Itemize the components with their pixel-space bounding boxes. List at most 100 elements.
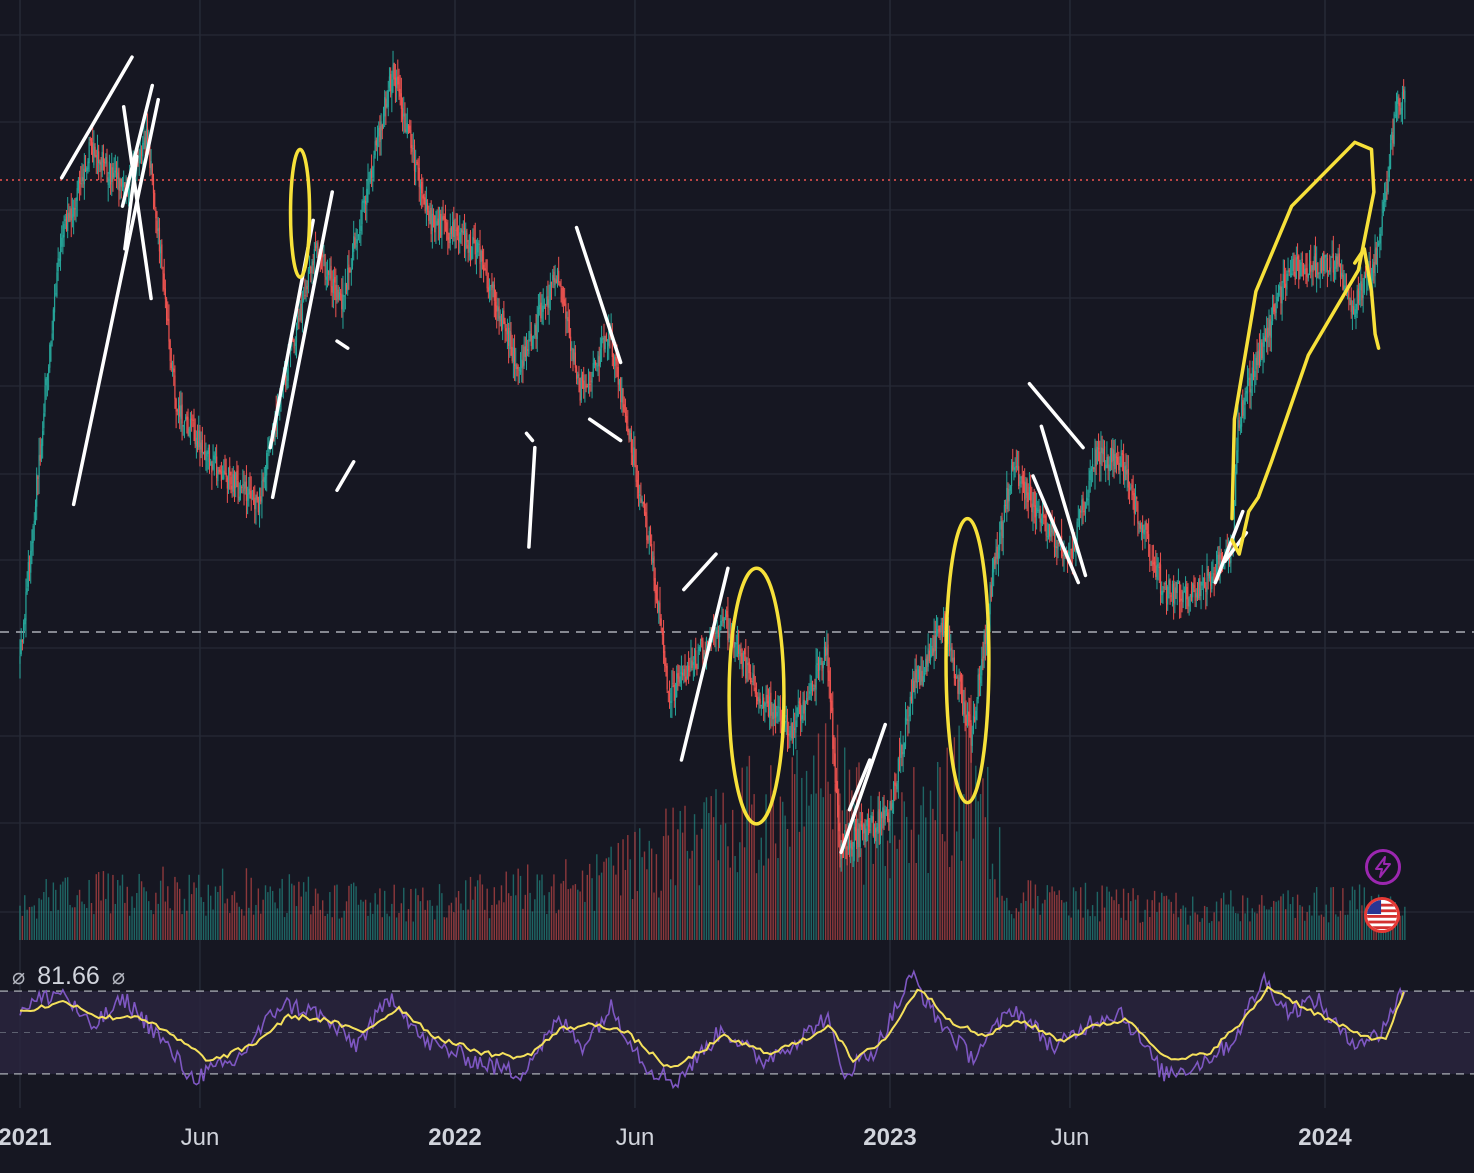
volume-bar <box>109 913 112 940</box>
candle-body <box>112 167 114 180</box>
candle-body <box>1273 304 1275 312</box>
candle-body <box>1308 263 1311 273</box>
candle-body <box>471 246 473 259</box>
candle-body <box>1252 369 1255 377</box>
volume-bar <box>1022 892 1025 940</box>
candle-body <box>1074 547 1076 551</box>
volume-bar <box>708 813 710 940</box>
candle-body <box>896 783 898 790</box>
candle-body <box>698 646 700 651</box>
volume-bar <box>257 888 260 940</box>
candle-body <box>536 314 538 339</box>
volume-bar <box>162 866 164 940</box>
candle-body <box>397 76 399 85</box>
candle-body <box>1031 503 1033 513</box>
candle-body <box>979 676 982 684</box>
candle-body <box>331 286 333 293</box>
volume-bar <box>565 859 567 940</box>
candle-body <box>877 811 879 829</box>
candle-body <box>529 330 531 339</box>
candle-body <box>561 287 563 305</box>
volume-bar <box>97 872 100 940</box>
candle-body <box>1158 566 1160 568</box>
volume-bar <box>1265 909 1268 940</box>
volume-bar <box>252 914 255 940</box>
candle-body <box>1149 544 1151 561</box>
candle-body <box>559 283 561 286</box>
candle-body <box>502 310 504 330</box>
candle-body <box>1374 249 1376 277</box>
candle-body <box>1304 268 1306 275</box>
candle-body <box>496 305 498 312</box>
volume-bar <box>691 850 693 940</box>
volume-bar <box>40 899 43 940</box>
candle-body <box>490 285 492 287</box>
volume-bar <box>998 827 1001 940</box>
volume-bar <box>450 902 453 940</box>
candle-body <box>1280 286 1282 304</box>
candle-body <box>76 188 78 201</box>
candle-body <box>940 622 942 633</box>
candle-body <box>149 145 151 168</box>
volume-bar <box>1132 888 1134 940</box>
volume-bar <box>1342 888 1344 940</box>
volume-bar <box>1008 910 1010 940</box>
volume-bar <box>1180 908 1182 940</box>
candle-body <box>473 238 475 241</box>
us-flag-icon[interactable] <box>1364 897 1400 933</box>
candle-body <box>1288 269 1290 273</box>
volume-bar <box>1284 909 1287 940</box>
volume-bar <box>86 907 88 940</box>
rsi-value: 81.66 <box>37 962 100 990</box>
candle-body <box>177 408 180 415</box>
candle-body <box>207 447 209 454</box>
volume-bar <box>62 881 64 940</box>
volume-bar <box>693 814 696 940</box>
candle-body <box>1171 584 1174 593</box>
candle-body <box>446 222 448 234</box>
volume-bar <box>143 887 145 940</box>
candle-body <box>803 699 805 714</box>
candle-body <box>1146 531 1149 534</box>
lightning-icon[interactable] <box>1365 849 1401 885</box>
candle-body <box>1387 179 1389 193</box>
volume-bar <box>524 894 527 940</box>
candle-body <box>1107 456 1109 469</box>
volume-bar <box>441 893 443 940</box>
candle-body <box>312 261 314 266</box>
volume-bar <box>352 882 355 940</box>
candle-body <box>872 816 874 836</box>
candle-body <box>508 327 510 346</box>
candle-body <box>903 743 905 755</box>
volume-bar <box>362 901 364 940</box>
volume-bar <box>505 871 507 940</box>
drawn-annotations[interactable] <box>59 55 1381 855</box>
candle-body <box>721 619 723 623</box>
candle-body <box>1310 260 1312 272</box>
candle-body <box>297 315 299 323</box>
candle-body <box>121 186 124 188</box>
candle-body <box>198 430 200 448</box>
volume-bar <box>484 909 486 940</box>
candle-body <box>155 209 157 219</box>
volume-bar <box>519 875 522 940</box>
candle-body <box>703 653 705 660</box>
candle-body <box>918 669 920 680</box>
candle-body <box>124 182 126 186</box>
candle-body <box>1314 253 1317 277</box>
volume-bar <box>1091 905 1094 940</box>
volume-bar <box>307 876 310 940</box>
candle-body <box>506 330 509 335</box>
candle-body <box>429 209 431 224</box>
candle-body <box>1093 467 1095 470</box>
candle-body <box>19 656 21 664</box>
candle-body <box>345 284 348 290</box>
candle-body <box>637 483 640 494</box>
candle-body <box>93 143 95 166</box>
candle-body <box>83 168 85 185</box>
candle-body <box>817 663 820 672</box>
candle-body <box>108 161 110 175</box>
volume-bar <box>827 781 829 940</box>
